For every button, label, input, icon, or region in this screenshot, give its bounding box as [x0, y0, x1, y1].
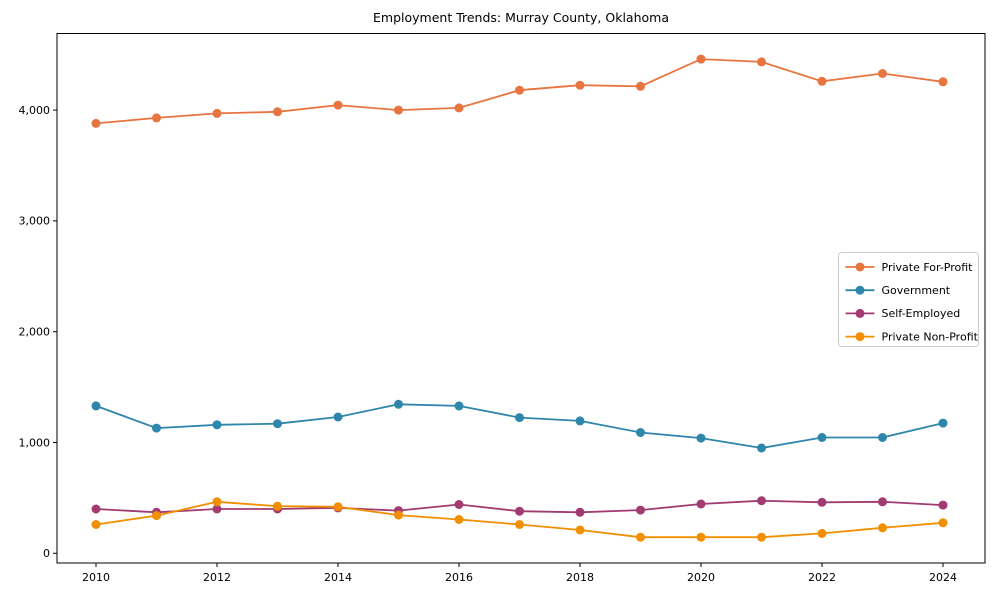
data-point-government	[515, 413, 524, 423]
data-point-private-for-profit	[757, 57, 766, 67]
data-point-private-non-profit	[454, 515, 464, 524]
data-point-private-non-profit	[273, 501, 282, 511]
data-point-self-employed	[696, 499, 706, 509]
data-point-private-non-profit	[817, 528, 827, 538]
data-point-private-for-profit	[212, 108, 222, 118]
y-tick-label: 4,000	[19, 104, 51, 117]
data-point-private-non-profit	[575, 525, 585, 535]
data-point-government	[757, 443, 766, 453]
data-point-self-employed	[515, 506, 524, 516]
plot-border	[56, 33, 986, 564]
y-tick-label: 0	[43, 547, 50, 560]
data-point-self-employed	[212, 504, 222, 514]
data-point-government	[273, 419, 282, 429]
series-line-government	[95, 403, 944, 449]
data-point-government	[636, 428, 645, 437]
data-point-government	[152, 423, 161, 433]
data-point-self-employed	[938, 500, 948, 510]
data-point-private-for-profit	[152, 113, 161, 123]
legend-marker-government	[855, 285, 865, 295]
data-point-private-non-profit	[696, 532, 706, 542]
data-point-government	[575, 416, 585, 426]
data-point-private-for-profit	[636, 81, 645, 91]
legend-label-government: Government	[882, 284, 951, 297]
legend-label-private-non-profit: Private Non-Profit	[882, 330, 979, 343]
data-point-private-for-profit	[394, 105, 403, 115]
chart-title: Employment Trends: Murray County, Oklaho…	[373, 10, 669, 25]
data-point-self-employed	[575, 507, 585, 517]
data-point-government	[212, 420, 222, 430]
data-point-government	[394, 399, 403, 409]
data-point-private-non-profit	[212, 497, 222, 507]
data-point-private-for-profit	[273, 107, 282, 117]
data-point-government	[878, 433, 887, 442]
data-point-private-non-profit	[91, 520, 101, 529]
y-tick-label: 3,000	[19, 215, 51, 228]
data-point-private-for-profit	[817, 76, 827, 86]
legend-box	[838, 252, 979, 347]
x-tick-label: 2016	[445, 571, 473, 584]
data-point-self-employed	[757, 496, 766, 506]
x-tick-label: 2020	[687, 571, 715, 584]
data-point-private-non-profit	[938, 518, 948, 528]
data-point-government	[454, 401, 464, 411]
x-tick-label: 2012	[203, 571, 231, 584]
data-point-private-non-profit	[757, 532, 766, 542]
data-point-private-for-profit	[515, 85, 524, 95]
plot-layer: 0 1,000 2,000 3,000 4,000 2010 2012 2014 2016 201…	[19, 33, 986, 584]
data-point-private-non-profit	[636, 532, 645, 542]
data-point-private-for-profit	[938, 77, 948, 87]
x-tick-label: 2014	[324, 571, 352, 584]
data-point-government	[333, 412, 343, 422]
data-point-private-non-profit	[152, 511, 161, 521]
legend-marker-private-non-profit	[855, 332, 865, 342]
data-point-private-non-profit	[333, 502, 343, 512]
legend-marker-private-for-profit	[855, 262, 865, 272]
x-tick-label: 2022	[808, 571, 836, 584]
data-point-government	[938, 418, 948, 428]
data-point-self-employed	[454, 500, 464, 509]
data-point-private-non-profit	[394, 510, 403, 520]
data-point-private-for-profit	[91, 118, 101, 128]
x-tick-label: 2024	[929, 571, 957, 584]
data-point-self-employed	[636, 505, 645, 515]
legend-marker-self-employed	[855, 308, 865, 318]
data-point-government	[91, 401, 101, 411]
data-point-private-for-profit	[333, 100, 343, 110]
data-point-private-for-profit	[454, 103, 464, 113]
data-point-private-for-profit	[575, 80, 585, 90]
data-point-self-employed	[91, 504, 101, 514]
data-point-private-non-profit	[878, 523, 887, 533]
y-tick-label: 1,000	[19, 436, 51, 449]
data-point-private-non-profit	[515, 520, 524, 529]
data-point-private-for-profit	[878, 69, 887, 78]
data-point-government	[696, 433, 706, 443]
legend-label-private-for-profit: Private For-Profit	[882, 261, 974, 274]
x-tick-label: 2010	[82, 571, 110, 584]
legend-label-self-employed: Self-Employed	[882, 307, 961, 320]
data-point-self-employed	[878, 497, 887, 507]
x-tick-label: 2018	[566, 571, 594, 584]
data-point-self-employed	[817, 497, 827, 507]
y-tick-label: 2,000	[19, 326, 51, 339]
data-point-private-for-profit	[696, 54, 706, 64]
data-point-government	[817, 433, 827, 442]
